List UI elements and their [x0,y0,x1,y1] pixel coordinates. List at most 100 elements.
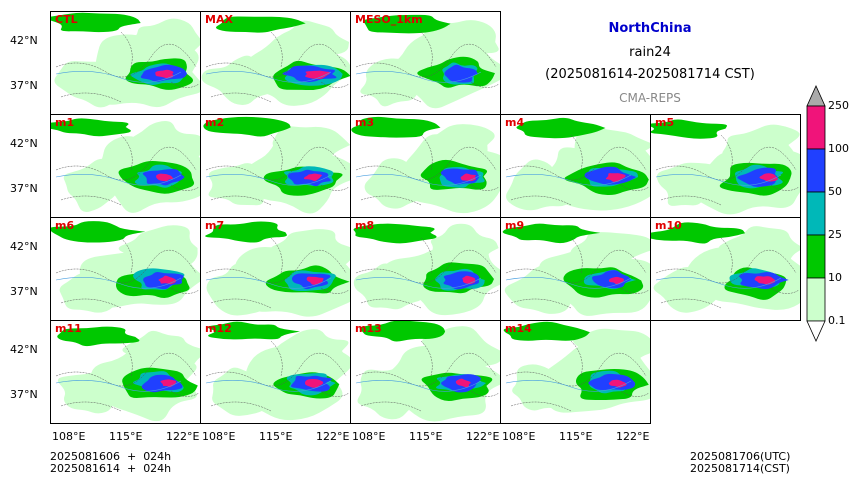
rain-area-light [63,158,118,213]
province-borders [205,31,350,103]
lat-tick-label: 42°N [10,343,38,356]
lon-tick-label: 115°E [259,430,293,443]
province-borders [505,134,650,206]
rain-area-light [717,226,800,266]
panel-label: m2 [205,116,225,129]
rain-band-nw [351,116,441,138]
river-line [55,71,182,83]
province-borders [355,31,500,103]
rain-area-extreme [158,275,177,285]
rain-area-light [128,18,200,62]
colorbar-segment [806,148,826,193]
lat-tick-label: 37°N [10,79,38,92]
river-line [355,380,482,392]
rainfall-map [355,14,500,109]
rain-area-light [722,124,800,162]
rain-band-nw [215,16,306,33]
rain-area-light [573,328,650,371]
rain-area-light [57,371,121,414]
colorbar-segment [806,234,826,279]
colorbar-level-label: 10 [828,271,842,284]
rain-band-nw [51,221,146,243]
rain-area-light [59,262,125,313]
panel-max: MAX [200,11,351,115]
river-line [655,277,782,289]
lon-tick-label: 122°E [466,430,500,443]
rain-area-light [504,264,572,314]
rain-area-light [206,262,276,316]
panel-label: m9 [505,219,525,232]
rain-band-nw [503,321,590,341]
river-line [355,277,482,289]
river-line [505,174,632,186]
colorbar-level-label: 100 [828,142,849,155]
rain-band-nw [363,14,451,34]
rain-band-nw [203,116,291,137]
panel-m1: m1 [50,114,201,218]
rainfall-map [55,326,200,422]
colorbar-segment [806,105,826,150]
lon-tick-label: 122°E [166,430,200,443]
rain-band-nw [57,326,140,347]
rain-band-nw [651,119,728,139]
panel-m6: m6 [50,217,201,321]
province-borders [55,340,200,412]
rainfall-map [205,221,350,317]
rain-area-light [422,326,500,372]
panel-m5: m5 [650,114,801,218]
rain-area-light [506,159,573,211]
rain-area-light [201,55,272,105]
valid-time-utc: 2025081706(UTC) [690,450,791,463]
rainfall-map [51,118,200,213]
colorbar-extend-bottom [806,320,826,342]
panel-label: m10 [655,219,682,232]
province-borders [55,237,200,309]
colorbar-level-label: 0.1 [828,314,846,327]
province-borders [55,134,200,206]
colorbar-extend-top [806,85,826,107]
rain-area-light [574,126,650,168]
rain-area-light [353,263,426,310]
river-line [205,71,332,83]
rainfall-map [502,223,650,316]
river-line [355,71,482,83]
colorbar-level-label: 25 [828,228,842,241]
province-borders [55,31,200,103]
panel-label: MESO_1km [355,13,423,26]
panel-label: m14 [505,322,532,335]
rain-area-extreme [306,276,324,285]
rain-area-light [54,61,124,108]
province-borders [505,237,650,309]
province-borders [355,340,500,412]
lat-tick-label: 37°N [10,388,38,401]
period-title: (2025081614-2025081714 CST) [545,67,755,82]
rain-area-extreme [608,276,625,285]
lat-tick-label: 37°N [10,285,38,298]
lon-tick-label: 122°E [316,430,350,443]
river-line [205,277,332,289]
rain-band-nw [51,118,131,137]
panel-label: m5 [655,116,675,129]
rain-area-light [512,364,574,411]
rain-band-nw [516,117,606,139]
colorbar [806,85,826,342]
rain-area-extreme [754,276,776,285]
rainfall-map [505,117,650,211]
variable-title: rain24 [629,45,671,60]
panel-label: m3 [355,116,375,129]
river-line [55,380,182,392]
rain-band-nw [353,223,437,244]
panel-label: m7 [205,219,225,232]
rain-area-rainstorm [444,64,478,83]
rain-band-nw [502,223,601,244]
rain-area-extreme [305,70,330,80]
rain-area-light [275,20,350,66]
rain-band-nw [359,321,446,342]
lon-tick-label: 115°E [409,430,443,443]
province-borders [655,237,800,309]
panel-m13: m13 [350,320,501,424]
lon-tick-label: 108°E [52,430,86,443]
rainfall-map [351,116,500,214]
river-line [655,174,782,186]
rain-area-light [274,329,349,373]
